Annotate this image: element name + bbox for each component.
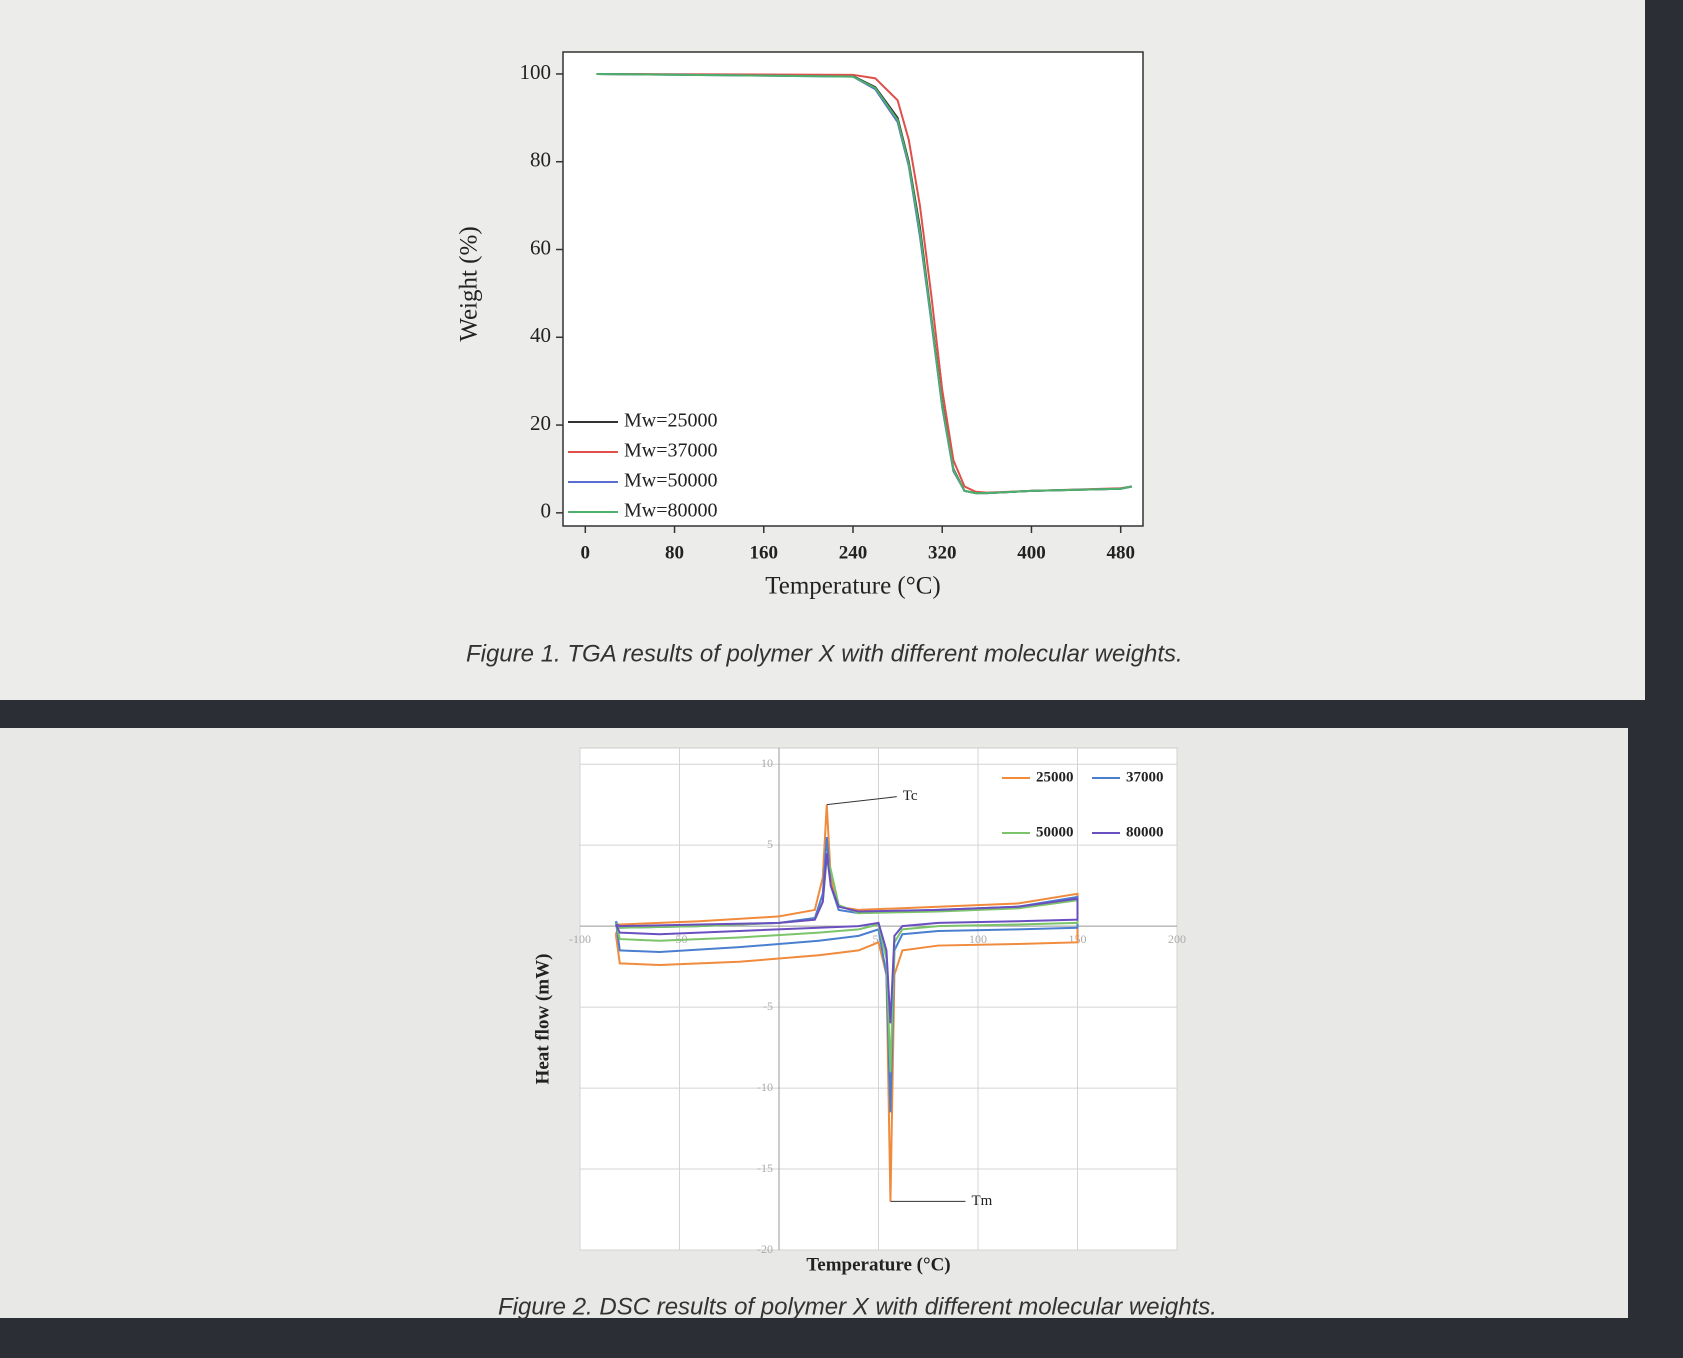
y-tick-label: -5 xyxy=(763,999,773,1013)
legend-label: Mw=25000 xyxy=(624,410,718,432)
y-axis-label: Heat flow (mW) xyxy=(532,954,553,1085)
y-tick-label: -15 xyxy=(757,1161,773,1175)
data-line xyxy=(596,72,1133,495)
y-tick-label: -10 xyxy=(757,1080,773,1094)
legend-label: Mw=80000 xyxy=(624,500,718,522)
y-tick-label: 80 xyxy=(530,148,551,172)
x-tick-label: 200 xyxy=(1168,932,1186,946)
x-tick-label: 100 xyxy=(969,932,987,946)
x-tick-label: -50 xyxy=(672,932,688,946)
annotation: Tm xyxy=(971,1193,992,1209)
plot-frame xyxy=(562,51,1144,527)
x-tick-label: 0 xyxy=(581,542,591,563)
y-tick-label: -20 xyxy=(757,1242,773,1256)
x-tick-label: 240 xyxy=(839,542,868,563)
y-tick-label: 100 xyxy=(520,60,552,84)
data-line xyxy=(614,853,1079,1024)
legend-label: 80000 xyxy=(1126,824,1164,840)
y-tick-label: 5 xyxy=(767,837,773,851)
x-axis-label: Temperature (°C) xyxy=(806,1254,950,1275)
y-tick-label: 40 xyxy=(530,323,551,347)
y-tick-label: 10 xyxy=(761,756,773,770)
annotation: Tc xyxy=(903,788,918,804)
data-line xyxy=(614,804,1079,1202)
legend-label: Mw=50000 xyxy=(624,470,718,492)
x-axis-label: Temperature (°C) xyxy=(765,573,941,600)
x-tick-label: 320 xyxy=(928,542,957,563)
x-tick-label: 480 xyxy=(1106,542,1135,563)
legend-label: 25000 xyxy=(1036,769,1074,785)
x-tick-label: 400 xyxy=(1017,542,1046,563)
y-tick-label: 20 xyxy=(530,411,551,435)
legend-label: 37000 xyxy=(1126,769,1164,785)
annotation-leader xyxy=(826,796,897,806)
figure-caption: Figure 1. TGA results of polymer X with … xyxy=(466,640,1183,667)
y-axis-label: Weight (%) xyxy=(456,226,483,341)
legend-label: Mw=37000 xyxy=(624,440,718,462)
y-tick-label: 0 xyxy=(541,499,552,523)
x-tick-label: 80 xyxy=(665,542,684,563)
y-tick-label: 60 xyxy=(530,235,551,259)
legend-label: 50000 xyxy=(1036,824,1074,840)
figure-caption: Figure 2. DSC results of polymer X with … xyxy=(498,1293,1217,1320)
data-line xyxy=(614,836,1079,1113)
x-tick-label: -100 xyxy=(569,932,591,946)
x-tick-label: 160 xyxy=(750,542,779,563)
